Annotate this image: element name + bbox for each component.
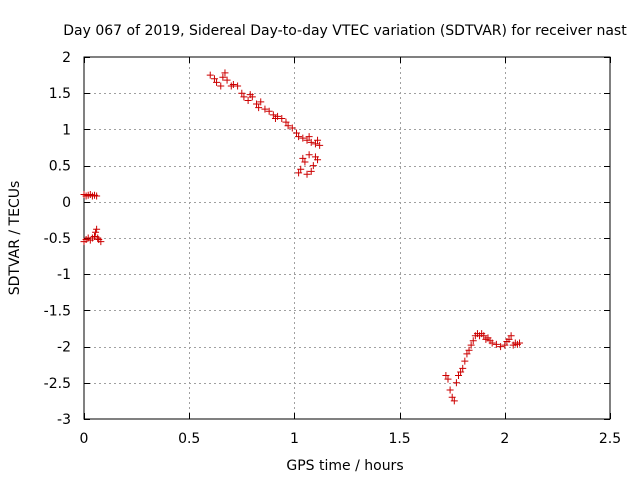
data-point bbox=[459, 364, 467, 372]
data-point bbox=[257, 98, 265, 106]
data-point bbox=[297, 165, 305, 173]
y-tick-label: -2 bbox=[57, 340, 71, 356]
data-point bbox=[465, 346, 473, 354]
chart-title: Day 067 of 2019, Sidereal Day-to-day VTE… bbox=[63, 23, 627, 39]
data-point bbox=[238, 89, 246, 97]
data-point bbox=[446, 386, 454, 394]
data-point bbox=[516, 339, 524, 347]
data-point bbox=[213, 78, 221, 86]
data-point bbox=[467, 341, 475, 349]
y-tick-label: -3 bbox=[57, 412, 71, 428]
data-point bbox=[307, 167, 315, 175]
data-point bbox=[452, 379, 460, 387]
data-point bbox=[448, 393, 456, 401]
data-point bbox=[299, 154, 307, 162]
grid-lines bbox=[84, 57, 610, 419]
data-point bbox=[507, 332, 515, 340]
data-point bbox=[480, 332, 488, 340]
data-point bbox=[210, 75, 218, 83]
data-point bbox=[293, 129, 301, 137]
data-point bbox=[288, 124, 296, 132]
y-tick-label: -0.5 bbox=[44, 231, 71, 247]
data-point bbox=[488, 339, 496, 347]
data-point bbox=[97, 238, 105, 246]
data-point bbox=[301, 158, 309, 166]
data-point bbox=[295, 169, 303, 177]
y-tick-label: 1 bbox=[62, 122, 71, 138]
axis-ticks: 0 0.5 1 1.5 2 2.5 -3 -2.5 -2 -1.5 -1 -0.5 0 0.5 1 1.5 2 bbox=[44, 50, 621, 447]
data-point bbox=[501, 341, 509, 349]
data-point bbox=[217, 82, 225, 90]
data-point bbox=[463, 350, 471, 358]
data-point bbox=[303, 170, 311, 178]
data-point bbox=[314, 156, 322, 164]
data-point bbox=[316, 141, 324, 149]
data-point bbox=[469, 337, 477, 345]
x-tick-label: 0 bbox=[80, 431, 89, 447]
data-point bbox=[244, 96, 252, 104]
data-point bbox=[295, 133, 303, 141]
data-point bbox=[309, 162, 317, 170]
data-point bbox=[492, 340, 500, 348]
y-axis-label: SDTVAR / TECUs bbox=[7, 181, 23, 296]
data-point bbox=[450, 397, 458, 405]
data-point bbox=[240, 93, 248, 101]
data-point bbox=[455, 372, 463, 380]
data-point bbox=[248, 93, 256, 101]
y-tick-label: 0.5 bbox=[49, 159, 71, 175]
data-point bbox=[282, 118, 290, 126]
x-tick-label: 1 bbox=[290, 431, 299, 447]
x-tick-label: 2 bbox=[500, 431, 509, 447]
data-point bbox=[269, 111, 277, 119]
data-point bbox=[311, 140, 319, 148]
data-point bbox=[505, 335, 513, 343]
data-point bbox=[278, 115, 286, 123]
data-point bbox=[255, 104, 263, 112]
data-point bbox=[221, 69, 229, 77]
data-point bbox=[93, 192, 101, 200]
y-tick-label: -2.5 bbox=[44, 376, 71, 392]
data-point bbox=[253, 100, 261, 108]
data-point bbox=[314, 136, 322, 144]
x-tick-label: 2.5 bbox=[599, 431, 621, 447]
data-point bbox=[457, 368, 465, 376]
data-point bbox=[91, 233, 99, 241]
data-point bbox=[497, 343, 505, 351]
data-point bbox=[284, 122, 292, 130]
data-points bbox=[80, 69, 524, 405]
data-point bbox=[274, 112, 282, 120]
data-point bbox=[94, 234, 102, 242]
data-point bbox=[229, 81, 237, 89]
data-point bbox=[265, 107, 273, 115]
data-point bbox=[307, 138, 315, 146]
y-tick-label: 2 bbox=[62, 50, 71, 66]
data-point bbox=[305, 151, 313, 159]
data-point bbox=[234, 82, 242, 90]
y-tick-label: -1.5 bbox=[44, 303, 71, 319]
data-point bbox=[305, 133, 313, 141]
data-point bbox=[93, 225, 101, 233]
y-tick-label: 1.5 bbox=[49, 86, 71, 102]
x-tick-label: 0.5 bbox=[178, 431, 200, 447]
data-point bbox=[461, 357, 469, 365]
data-point bbox=[219, 73, 227, 81]
data-point bbox=[92, 228, 100, 236]
y-tick-label: -1 bbox=[57, 267, 71, 283]
data-point bbox=[261, 105, 269, 113]
y-tick-label: 0 bbox=[62, 195, 71, 211]
x-axis-label: GPS time / hours bbox=[286, 458, 403, 474]
data-point bbox=[299, 134, 307, 142]
x-tick-label: 1.5 bbox=[388, 431, 410, 447]
data-point bbox=[303, 136, 311, 144]
data-point bbox=[442, 372, 450, 380]
data-point bbox=[206, 71, 214, 79]
plot-area-frame bbox=[83, 56, 611, 420]
data-point bbox=[444, 375, 452, 383]
data-point bbox=[223, 76, 231, 84]
